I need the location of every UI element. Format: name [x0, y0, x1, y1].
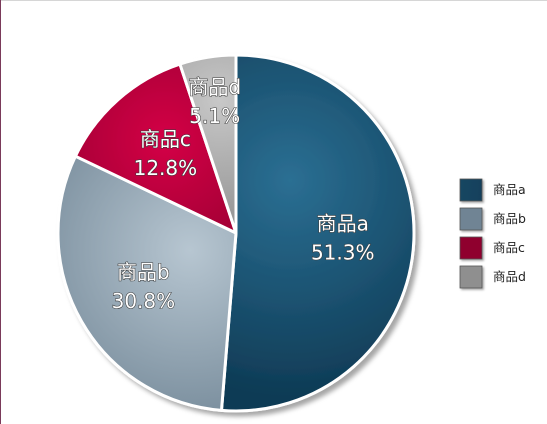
legend-label-商品c: 商品c — [493, 240, 525, 255]
legend-swatch-商品a — [460, 179, 482, 201]
slice-value-label-商品c: 12.8% — [134, 156, 198, 180]
slice-value-label-商品a: 51.3% — [311, 240, 375, 264]
slice-category-label-商品d: 商品d — [188, 75, 241, 99]
slice-category-label-商品b: 商品b — [117, 260, 170, 284]
legend: 商品a 商品b 商品c 商品d — [460, 179, 526, 288]
legend-label-商品a: 商品a — [493, 182, 526, 197]
legend-label-商品b: 商品b — [493, 211, 526, 226]
legend-swatch-商品c — [460, 237, 482, 259]
slice-value-label-商品d: 5.1% — [189, 104, 240, 128]
slice-category-label-商品a: 商品a — [317, 211, 369, 235]
legend-label-商品d: 商品d — [493, 269, 526, 284]
slice-value-label-商品b: 30.8% — [112, 289, 176, 313]
legend-swatch-商品d — [460, 266, 482, 288]
slice-category-label-商品c: 商品c — [140, 127, 191, 151]
legend-swatch-商品b — [460, 208, 482, 230]
